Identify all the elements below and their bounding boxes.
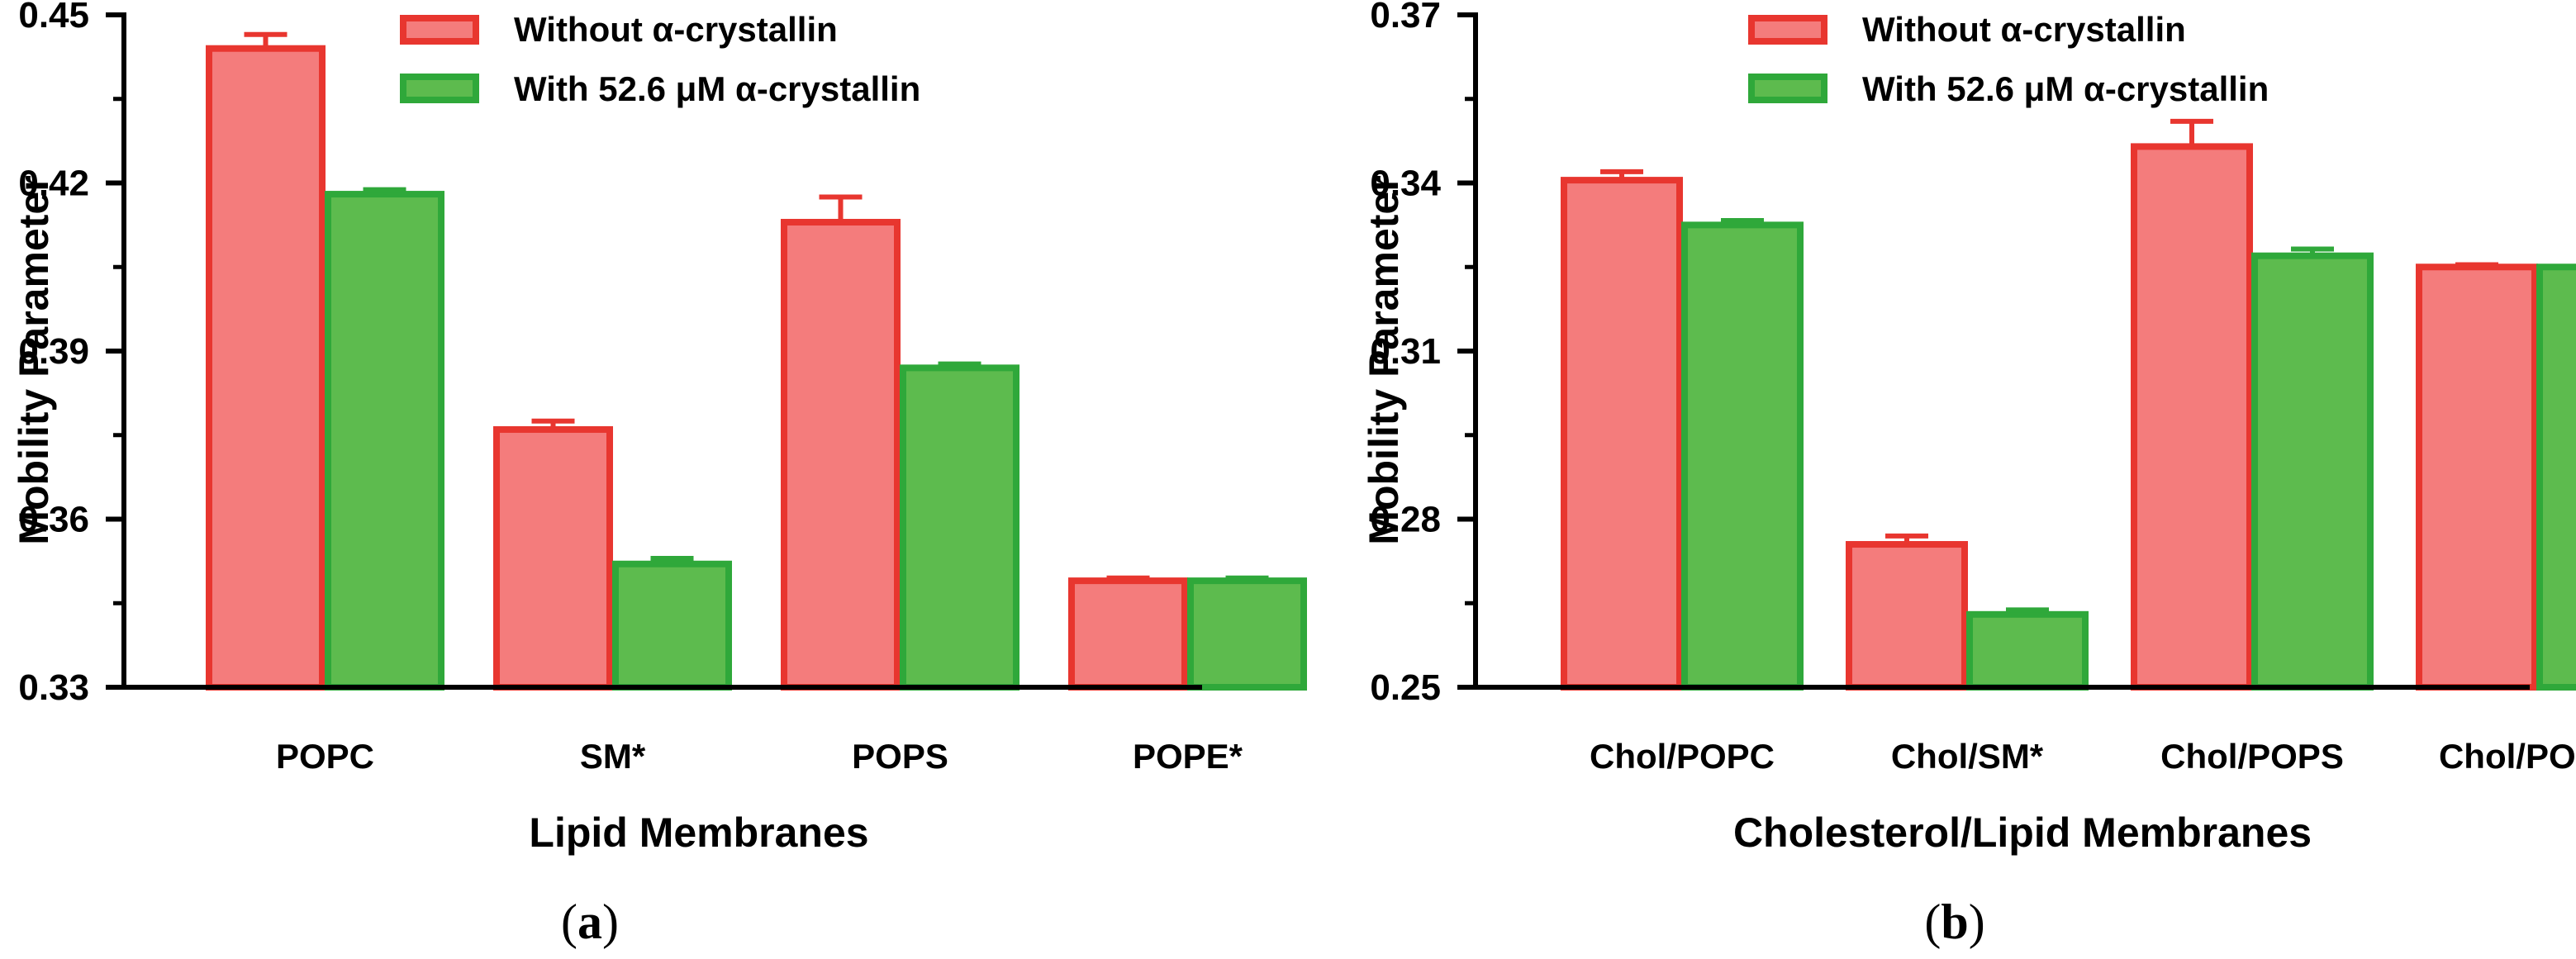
panel-b-bar-without-0 [1561, 177, 1683, 691]
panel-b-category-label-2: Chol/POPS [2160, 737, 2344, 776]
panel-b-error-bar-without-3 [2455, 262, 2498, 268]
panel-a-category-label-3: POPE* [1133, 737, 1243, 776]
panel-a-legend-label-with: With 52.6 μM α-crystallin [514, 69, 920, 108]
panel-b-legend: Without α-crystallin With 52.6 μM α-crys… [1748, 10, 2269, 108]
panel-a-y-tick-label-0: 0.33 [18, 667, 89, 708]
panel-a-legend-swatch-without [400, 15, 479, 45]
panel-b-legend-swatch-with [1748, 74, 1827, 103]
panel-a-label-letter: a [577, 895, 602, 949]
panel-b-legend-label-with: With 52.6 μM α-crystallin [1862, 69, 2269, 108]
panel-a-bar-with-0 [325, 191, 444, 691]
panel-a-y-tick-label-4: 0.45 [18, 0, 89, 36]
panel-a-bar-with-1 [612, 560, 732, 691]
panel-a-error-bar-without-3 [1106, 575, 1150, 582]
panel-a-bar-without-2 [781, 218, 901, 691]
panel-b-error-bar-without-1 [1885, 533, 1928, 545]
panel-a-y-tick-label-1: 0.36 [18, 500, 89, 540]
panel-b-error-bar-with-1 [2006, 607, 2049, 615]
panel-a-category-label-1: SM* [580, 737, 646, 776]
panel-b-y-tick-label-1: 0.28 [1370, 500, 1441, 540]
panel-b-bar-with-1 [1966, 610, 2089, 691]
panel-a-bar-without-0 [206, 45, 326, 691]
panel-a-bar-with-2 [900, 364, 1019, 691]
panel-a-y-ticks: 0.33 0.36 0.39 0.42 0.45 [18, 0, 124, 708]
panel-a-y-tick-label-3: 0.42 [18, 164, 89, 204]
panel-b-error-bar-with-2 [2291, 246, 2334, 256]
panel-a-category-label-2: POPS [852, 737, 948, 776]
panel-a-error-bar-with-3 [1225, 575, 1269, 582]
panel-a-x-axis-title: Lipid Membranes [529, 809, 868, 856]
panel-b-label-open: ( [1924, 895, 1941, 949]
panel-a-legend: Without α-crystallin With 52.6 μM α-crys… [400, 10, 920, 108]
panel-b-category-label-0: Chol/POPC [1590, 737, 1775, 776]
panel-b-category-label-3: Chol/POPE* [2439, 737, 2576, 776]
panel-a-label: (a) [561, 895, 619, 949]
panel-a-bar-without-1 [493, 425, 613, 691]
panel-b-label-letter: b [1941, 895, 1968, 949]
panel-a-y-tick-label-2: 0.39 [18, 331, 89, 372]
panel-b-error-bar-with-0 [1721, 217, 1764, 226]
panel-a-error-bar-without-2 [819, 194, 863, 222]
panel-a-bars [206, 31, 1307, 691]
panel-a-label-open: ( [561, 895, 577, 949]
panel-a-legend-swatch-with [400, 74, 479, 103]
panel-b-bar-with-0 [1681, 221, 1804, 691]
panel-b-y-tick-label-4: 0.37 [1370, 0, 1441, 36]
panel-a-category-label-0: POPC [276, 737, 374, 776]
panel-b-y-tick-label-3: 0.34 [1370, 164, 1441, 204]
panel-b-y-tick-label-0: 0.25 [1370, 667, 1441, 708]
panel-b-y-ticks: 0.25 0.28 0.31 0.34 0.37 [1370, 0, 1476, 708]
panel-a-legend-label-without: Without α-crystallin [514, 10, 838, 49]
panel-b-bar-without-2 [2131, 143, 2253, 691]
panel-a: 0.33 0.36 0.39 0.42 0.45 POPC SM* POPS POPE* Mo… [11, 0, 1307, 949]
panel-b-error-bar-without-2 [2170, 118, 2213, 147]
panel-a-bar-without-3 [1068, 577, 1188, 691]
panel-a-y-axis-title: Mobility Parameter [11, 175, 57, 544]
panel-b-category-labels: Chol/POPC Chol/SM* Chol/POPS Chol/POPE* [1590, 737, 2576, 776]
panel-b-bar-with-3 [2536, 263, 2576, 691]
panel-b-y-tick-label-2: 0.31 [1370, 331, 1441, 372]
panel-a-error-bar-with-1 [650, 555, 694, 564]
panel-b-legend-label-without: Without α-crystallin [1862, 10, 2186, 49]
panel-b-bar-without-1 [1846, 541, 1968, 691]
panel-b-x-axis-title: Cholesterol/Lipid Membranes [1733, 809, 2312, 856]
panel-b-y-axis-title: Mobility Parameter [1361, 175, 1407, 544]
panel-a-bar-with-3 [1187, 577, 1307, 691]
panel-b-label-close: ) [1969, 895, 1985, 949]
panel-a-error-bar-without-1 [531, 418, 575, 430]
panel-b: 0.250.280.310.340.37 Chol/POPC Chol/SM* Ch… [1361, 0, 2576, 949]
panel-a-label-close: ) [602, 895, 619, 949]
panel-b-error-bar-without-0 [1600, 169, 1643, 181]
panel-b-bar-without-3 [2416, 263, 2538, 691]
panel-b-category-label-1: Chol/SM* [1891, 737, 2044, 776]
panel-a-category-labels: POPC SM* POPS POPE* [276, 737, 1243, 776]
panel-b-legend-swatch-without [1748, 15, 1827, 45]
panel-b-label: (b) [1924, 895, 1984, 949]
panel-a-error-bar-without-0 [244, 31, 288, 49]
panel-b-bar-with-2 [2251, 252, 2374, 691]
panel-a-error-bar-with-2 [938, 361, 981, 368]
panel-a-error-bar-with-0 [363, 187, 406, 195]
panel-b-bars [1561, 118, 2576, 691]
